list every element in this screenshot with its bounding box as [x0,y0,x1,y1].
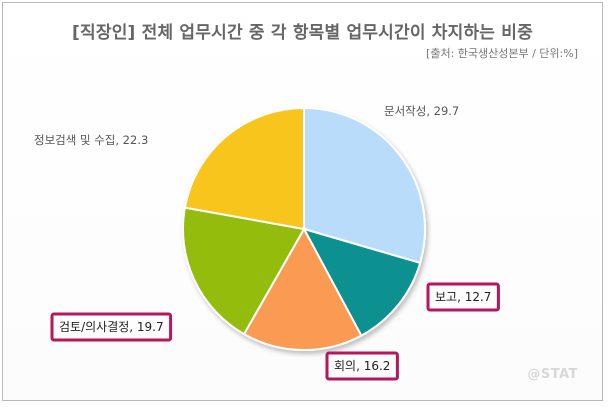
highlight-box-4 [50,312,173,342]
pie-labels: 문서작성, 29.7 보고, 12.7 회의, 16.2 검토/의사결정, 19.7 정… [34,104,500,381]
slice-label-2: 보고, 12.7 [435,290,491,304]
slice-label-3: 회의, 16.2 [334,359,390,373]
slice-label-4: 검토/의사결정, 19.7 [59,320,164,334]
pie-slice-4 [182,206,306,336]
chart-title: [직장인] 전체 업무시간 중 각 항목별 업무시간이 차지하는 비중 [72,23,533,43]
pie-slice-3 [242,226,363,351]
pie-slices [182,106,426,351]
slice-label-1: 문서작성, 29.7 [384,104,459,118]
chart-source: [출처: 한국생산성본부 / 단위:%] [426,47,578,60]
slice-label-5: 정보검색 및 수집, 22.3 [34,133,148,147]
pie-slice-5 [183,106,305,231]
pie-slice-2 [301,227,422,337]
highlight-box-2 [426,282,500,312]
watermark-logo: @STAT [527,367,578,382]
highlight-box-3 [325,351,399,381]
pie-slice-1 [303,106,426,265]
